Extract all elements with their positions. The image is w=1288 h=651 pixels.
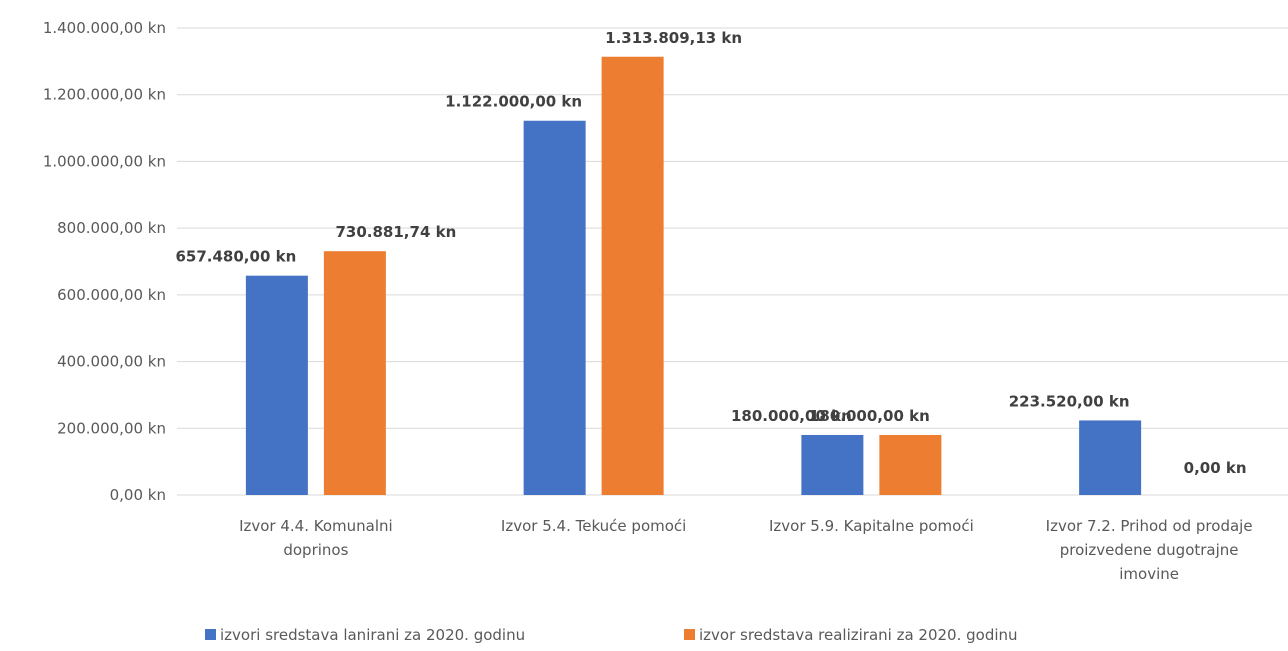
legend: izvori sredstava lanirani za 2020. godin… xyxy=(205,626,1018,644)
bar-realized xyxy=(879,434,942,495)
legend-swatch xyxy=(684,629,695,640)
category-label: Izvor 5.9. Kapitalne pomoći xyxy=(769,517,974,535)
data-label: 1.122.000,00 kn xyxy=(445,93,582,111)
x-axis-category-labels: Izvor 4.4. Komunalni doprinos Izvor 5.4. T… xyxy=(239,517,1253,583)
y-axis-tick-labels: 0,00 kn 200.000,00 kn 400.000,00 kn 600.000… xyxy=(43,19,166,504)
y-tick-label: 400.000,00 kn xyxy=(57,353,166,371)
category-label: Izvor 7.2. Prihod od prodaje proizvedene … xyxy=(1046,517,1253,583)
legend-label: izvori sredstava lanirani za 2020. godin… xyxy=(220,626,525,644)
data-labels: 657.480,00 kn 1.122.000,00 kn 180.000,00 k… xyxy=(175,29,1246,477)
bar-planned xyxy=(245,275,308,495)
y-tick-label: 1.200.000,00 kn xyxy=(43,86,166,104)
bar-realized xyxy=(323,251,386,495)
data-label: 657.480,00 kn xyxy=(175,248,296,266)
data-label: 0,00 kn xyxy=(1184,459,1247,477)
bar-planned xyxy=(523,120,586,496)
legend-label: izvor sredstava realizirani za 2020. god… xyxy=(699,626,1018,644)
y-tick-label: 1.000.000,00 kn xyxy=(43,152,166,170)
data-label: 223.520,00 kn xyxy=(1009,392,1130,410)
category-label: Izvor 5.4. Tekuće pomoći xyxy=(501,517,686,535)
bar-planned xyxy=(801,434,864,495)
data-label: 180.000,00 kn xyxy=(731,407,852,425)
data-label: 180.000,00 kn xyxy=(809,407,930,425)
y-tick-label: 600.000,00 kn xyxy=(57,286,166,304)
category-label: Izvor 4.4. Komunalni doprinos xyxy=(239,517,393,559)
legend-swatch xyxy=(205,629,216,640)
bars xyxy=(245,56,1142,496)
y-tick-label: 0,00 kn xyxy=(110,486,166,504)
data-label: 1.313.809,13 kn xyxy=(605,29,742,47)
y-tick-label: 1.400.000,00 kn xyxy=(43,19,166,37)
data-label: 730.881,74 kn xyxy=(335,223,456,241)
bar-realized xyxy=(601,56,664,495)
y-tick-label: 800.000,00 kn xyxy=(57,219,166,237)
y-tick-label: 200.000,00 kn xyxy=(57,419,166,437)
bar-planned xyxy=(1079,420,1142,495)
